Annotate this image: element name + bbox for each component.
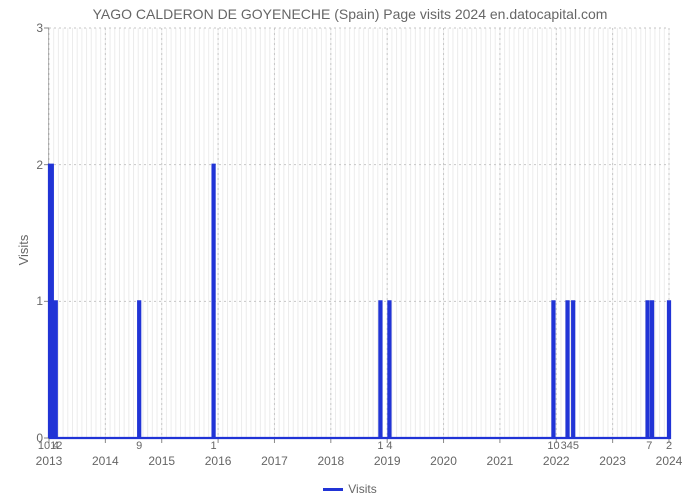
x-tick-year: 2018 — [317, 438, 344, 468]
x-tick-year: 2023 — [599, 438, 626, 468]
chart-title: YAGO CALDERON DE GOYENECHE (Spain) Page … — [0, 6, 700, 22]
x-tick-year: 2015 — [148, 438, 175, 468]
plot-area: 2013201420152016201720182019202020212022… — [48, 28, 669, 439]
y-tick-label: 1 — [36, 294, 49, 308]
x-tick-minor: 9 — [136, 438, 142, 452]
legend: Visits — [0, 482, 700, 496]
x-tick-minor: 4 — [386, 438, 392, 452]
y-axis-label: Visits — [16, 235, 31, 266]
x-tick-minor: 7 — [646, 438, 652, 452]
x-tick-year: 2021 — [487, 438, 514, 468]
x-tick-year: 2016 — [205, 438, 232, 468]
x-tick-minor: 4 — [53, 438, 59, 452]
x-tick-minor: 345 — [561, 438, 579, 452]
legend-label: Visits — [348, 482, 376, 496]
y-tick-label: 2 — [36, 158, 49, 172]
x-tick-minor: 2 — [666, 438, 672, 452]
y-tick-label: 3 — [36, 21, 49, 35]
plot-svg — [49, 28, 669, 438]
chart-container: YAGO CALDERON DE GOYENECHE (Spain) Page … — [0, 0, 700, 500]
legend-swatch — [323, 488, 343, 491]
x-tick-year: 2020 — [430, 438, 457, 468]
x-tick-minor: 10 — [547, 438, 559, 452]
x-tick-year: 2014 — [92, 438, 119, 468]
x-tick-year: 2017 — [261, 438, 288, 468]
x-tick-minor: 1 — [377, 438, 383, 452]
x-tick-minor: 1 — [211, 438, 217, 452]
